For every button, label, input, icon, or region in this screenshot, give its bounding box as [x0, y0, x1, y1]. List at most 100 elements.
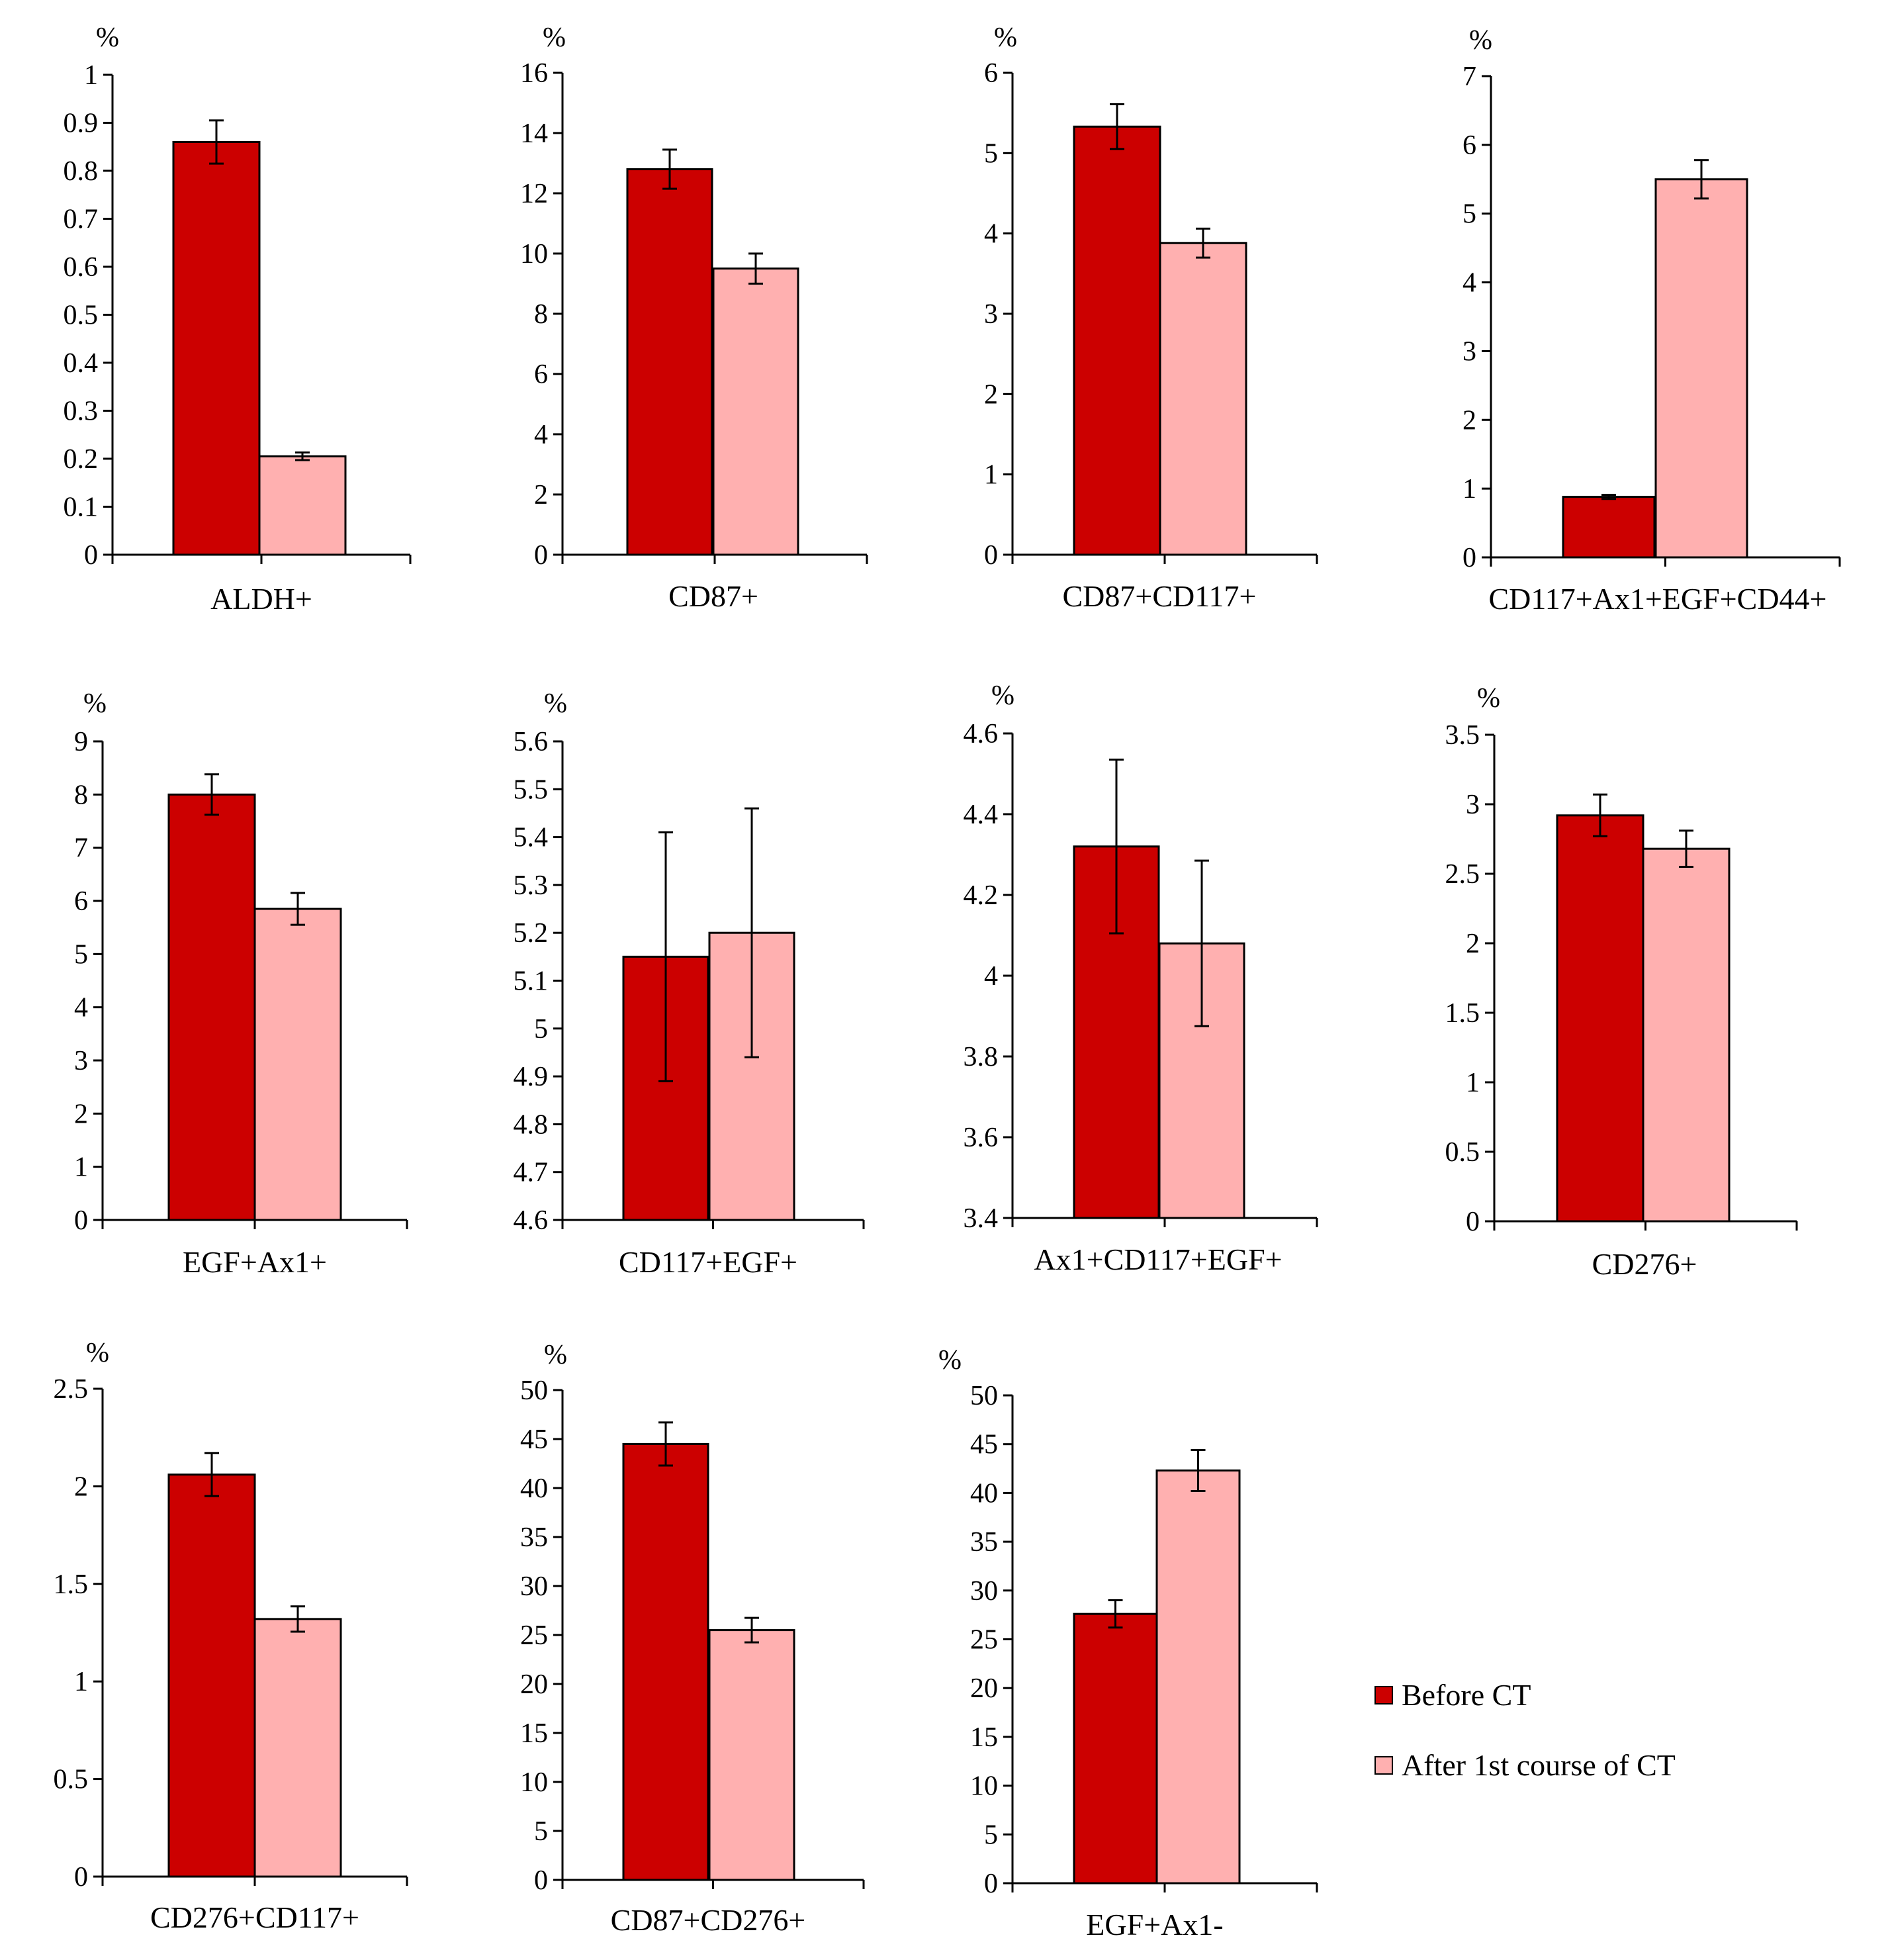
y-tick-label: 8 — [534, 299, 548, 330]
y-tick-label: 0.6 — [64, 252, 99, 283]
y-unit-label: % — [86, 1338, 109, 1368]
y-tick-label: 9 — [74, 727, 88, 757]
y-tick-label: 4 — [984, 219, 998, 250]
y-tick-label: 5.4 — [514, 823, 549, 853]
category-label: CD87+CD117+ — [1063, 579, 1257, 613]
y-tick-label: 0 — [74, 1862, 88, 1892]
y-unit-label: % — [96, 23, 119, 53]
y-tick-label: 40 — [520, 1473, 548, 1504]
y-tick-label: 20 — [970, 1673, 998, 1704]
y-tick-label: 2 — [1462, 405, 1476, 436]
y-tick-label: 2.5 — [54, 1374, 89, 1405]
y-tick-label: 8 — [74, 780, 88, 810]
y-tick-label: 4.6 — [514, 1205, 549, 1236]
y-unit-label: % — [1477, 683, 1500, 714]
bar-before-ct — [172, 141, 261, 556]
y-tick-label: 1.5 — [1445, 998, 1480, 1029]
y-tick-label: 0.9 — [64, 109, 99, 139]
y-tick-label: 0 — [984, 1869, 998, 1899]
chart-panel: 0 0.1 0.2 0.3 0.4 0.5 0.6 0.7 0.8 0.9 1% ALDH+ — [64, 23, 412, 616]
bar-after-ct — [1642, 847, 1731, 1223]
y-unit-label: % — [994, 23, 1017, 53]
bar-before-ct — [167, 1473, 256, 1878]
bar-before-ct — [1556, 814, 1644, 1223]
y-tick-label: 3.8 — [964, 1042, 999, 1072]
y-tick-label: 25 — [970, 1625, 998, 1656]
y-unit-label: % — [938, 1345, 962, 1376]
y-tick-label: 0.8 — [64, 156, 99, 187]
y-tick-label: 1 — [74, 1152, 88, 1183]
y-tick-label: 0 — [84, 540, 98, 571]
y-tick-label: 3 — [1462, 336, 1476, 367]
y-tick-label: 10 — [970, 1771, 998, 1802]
y-tick-label: 5 — [534, 1014, 548, 1045]
y-tick-label: 0 — [534, 1865, 548, 1896]
y-tick-label: 12 — [520, 179, 548, 209]
y-tick-label: 7 — [1462, 62, 1476, 92]
legend: Before CT After 1st course of CT — [1374, 1678, 1676, 1782]
chart-panel: 0 1 2 3 4 5 6 7% CD117+Ax1+EGF+CD44+ — [1462, 25, 1841, 616]
bar-after-ct — [258, 455, 347, 556]
y-tick-label: 30 — [970, 1576, 998, 1607]
y-tick-label: 3 — [74, 1046, 88, 1076]
y-tick-label: 4.7 — [514, 1158, 549, 1188]
y-tick-label: 1 — [74, 1667, 88, 1697]
y-tick-label: 4.6 — [964, 719, 999, 749]
y-unit-label: % — [1469, 25, 1492, 56]
legend-label-after-ct: After 1st course of CT — [1402, 1748, 1676, 1782]
category-label: EGF+Ax1- — [1086, 1908, 1223, 1941]
y-tick-label: 0.3 — [64, 397, 99, 427]
bar-after-ct — [253, 908, 342, 1221]
y-tick-label: 2 — [74, 1099, 88, 1129]
y-tick-label: 4 — [534, 420, 548, 450]
y-tick-label: 0.5 — [1445, 1137, 1480, 1168]
y-tick-label: 10 — [520, 239, 548, 269]
chart-panel: 0 2 4 6 8 10 12 14 16% CD87+ — [520, 23, 868, 613]
legend-label-before-ct: Before CT — [1402, 1678, 1531, 1712]
y-tick-label: 2.5 — [1445, 859, 1480, 890]
y-tick-label: 5 — [74, 939, 88, 970]
y-unit-label: % — [543, 23, 566, 53]
y-tick-label: 35 — [520, 1522, 548, 1553]
charts: 0 0.1 0.2 0.3 0.4 0.5 0.6 0.7 0.8 0.9 1% ALDH+ 0 2 4 6 8… — [54, 23, 1841, 1941]
y-tick-label: 1 — [1462, 474, 1476, 504]
category-label: CD276+CD117+ — [150, 1900, 359, 1934]
y-tick-label: 15 — [970, 1722, 998, 1753]
y-tick-label: 2 — [1466, 929, 1480, 959]
y-tick-label: 2 — [74, 1471, 88, 1502]
category-label: CD276+ — [1592, 1247, 1697, 1281]
y-tick-label: 45 — [970, 1430, 998, 1460]
bar-before-ct — [1073, 125, 1161, 556]
y-tick-label: 3 — [1466, 790, 1480, 820]
y-tick-label: 1 — [1466, 1068, 1480, 1098]
y-tick-label: 0.5 — [64, 301, 99, 331]
y-tick-label: 4.8 — [514, 1109, 549, 1140]
bar-after-ct — [1159, 242, 1247, 556]
y-tick-label: 0 — [1462, 543, 1476, 573]
legend-swatch-before-ct — [1374, 1686, 1393, 1704]
category-label: CD87+CD276+ — [611, 1903, 806, 1937]
y-tick-label: 30 — [520, 1571, 548, 1602]
y-tick-label: 16 — [520, 58, 548, 89]
y-tick-label: 25 — [520, 1620, 548, 1651]
y-tick-label: 6 — [74, 886, 88, 917]
y-unit-label: % — [544, 1340, 567, 1370]
y-unit-label: % — [83, 688, 107, 719]
y-tick-label: 6 — [534, 359, 548, 390]
y-tick-label: 4.2 — [964, 880, 999, 911]
y-tick-label: 5.2 — [514, 918, 549, 949]
y-tick-label: 3 — [984, 299, 998, 330]
y-tick-label: 50 — [970, 1381, 998, 1411]
y-tick-label: 5 — [984, 138, 998, 169]
bar-before-ct — [626, 168, 713, 556]
y-tick-label: 5.6 — [514, 727, 549, 757]
y-tick-label: 5.1 — [514, 966, 549, 997]
chart-panel: 0 5 10 15 20 25 30 35 40 45 50% CD87+CD276+ — [520, 1340, 865, 1937]
y-tick-label: 50 — [520, 1376, 548, 1406]
chart-panel: 3.4 3.6 3.8 4 4.2 4.4 4.6% Ax1+CD117+EGF+ — [964, 680, 1318, 1276]
chart-panel: 0 0.5 1 1.5 2 2.5% CD276+CD117+ — [54, 1338, 408, 1934]
y-tick-label: 5 — [534, 1816, 548, 1847]
legend-swatch-after-ct — [1374, 1756, 1393, 1775]
bar-before-ct — [167, 793, 256, 1221]
y-tick-label: 6 — [984, 58, 998, 89]
